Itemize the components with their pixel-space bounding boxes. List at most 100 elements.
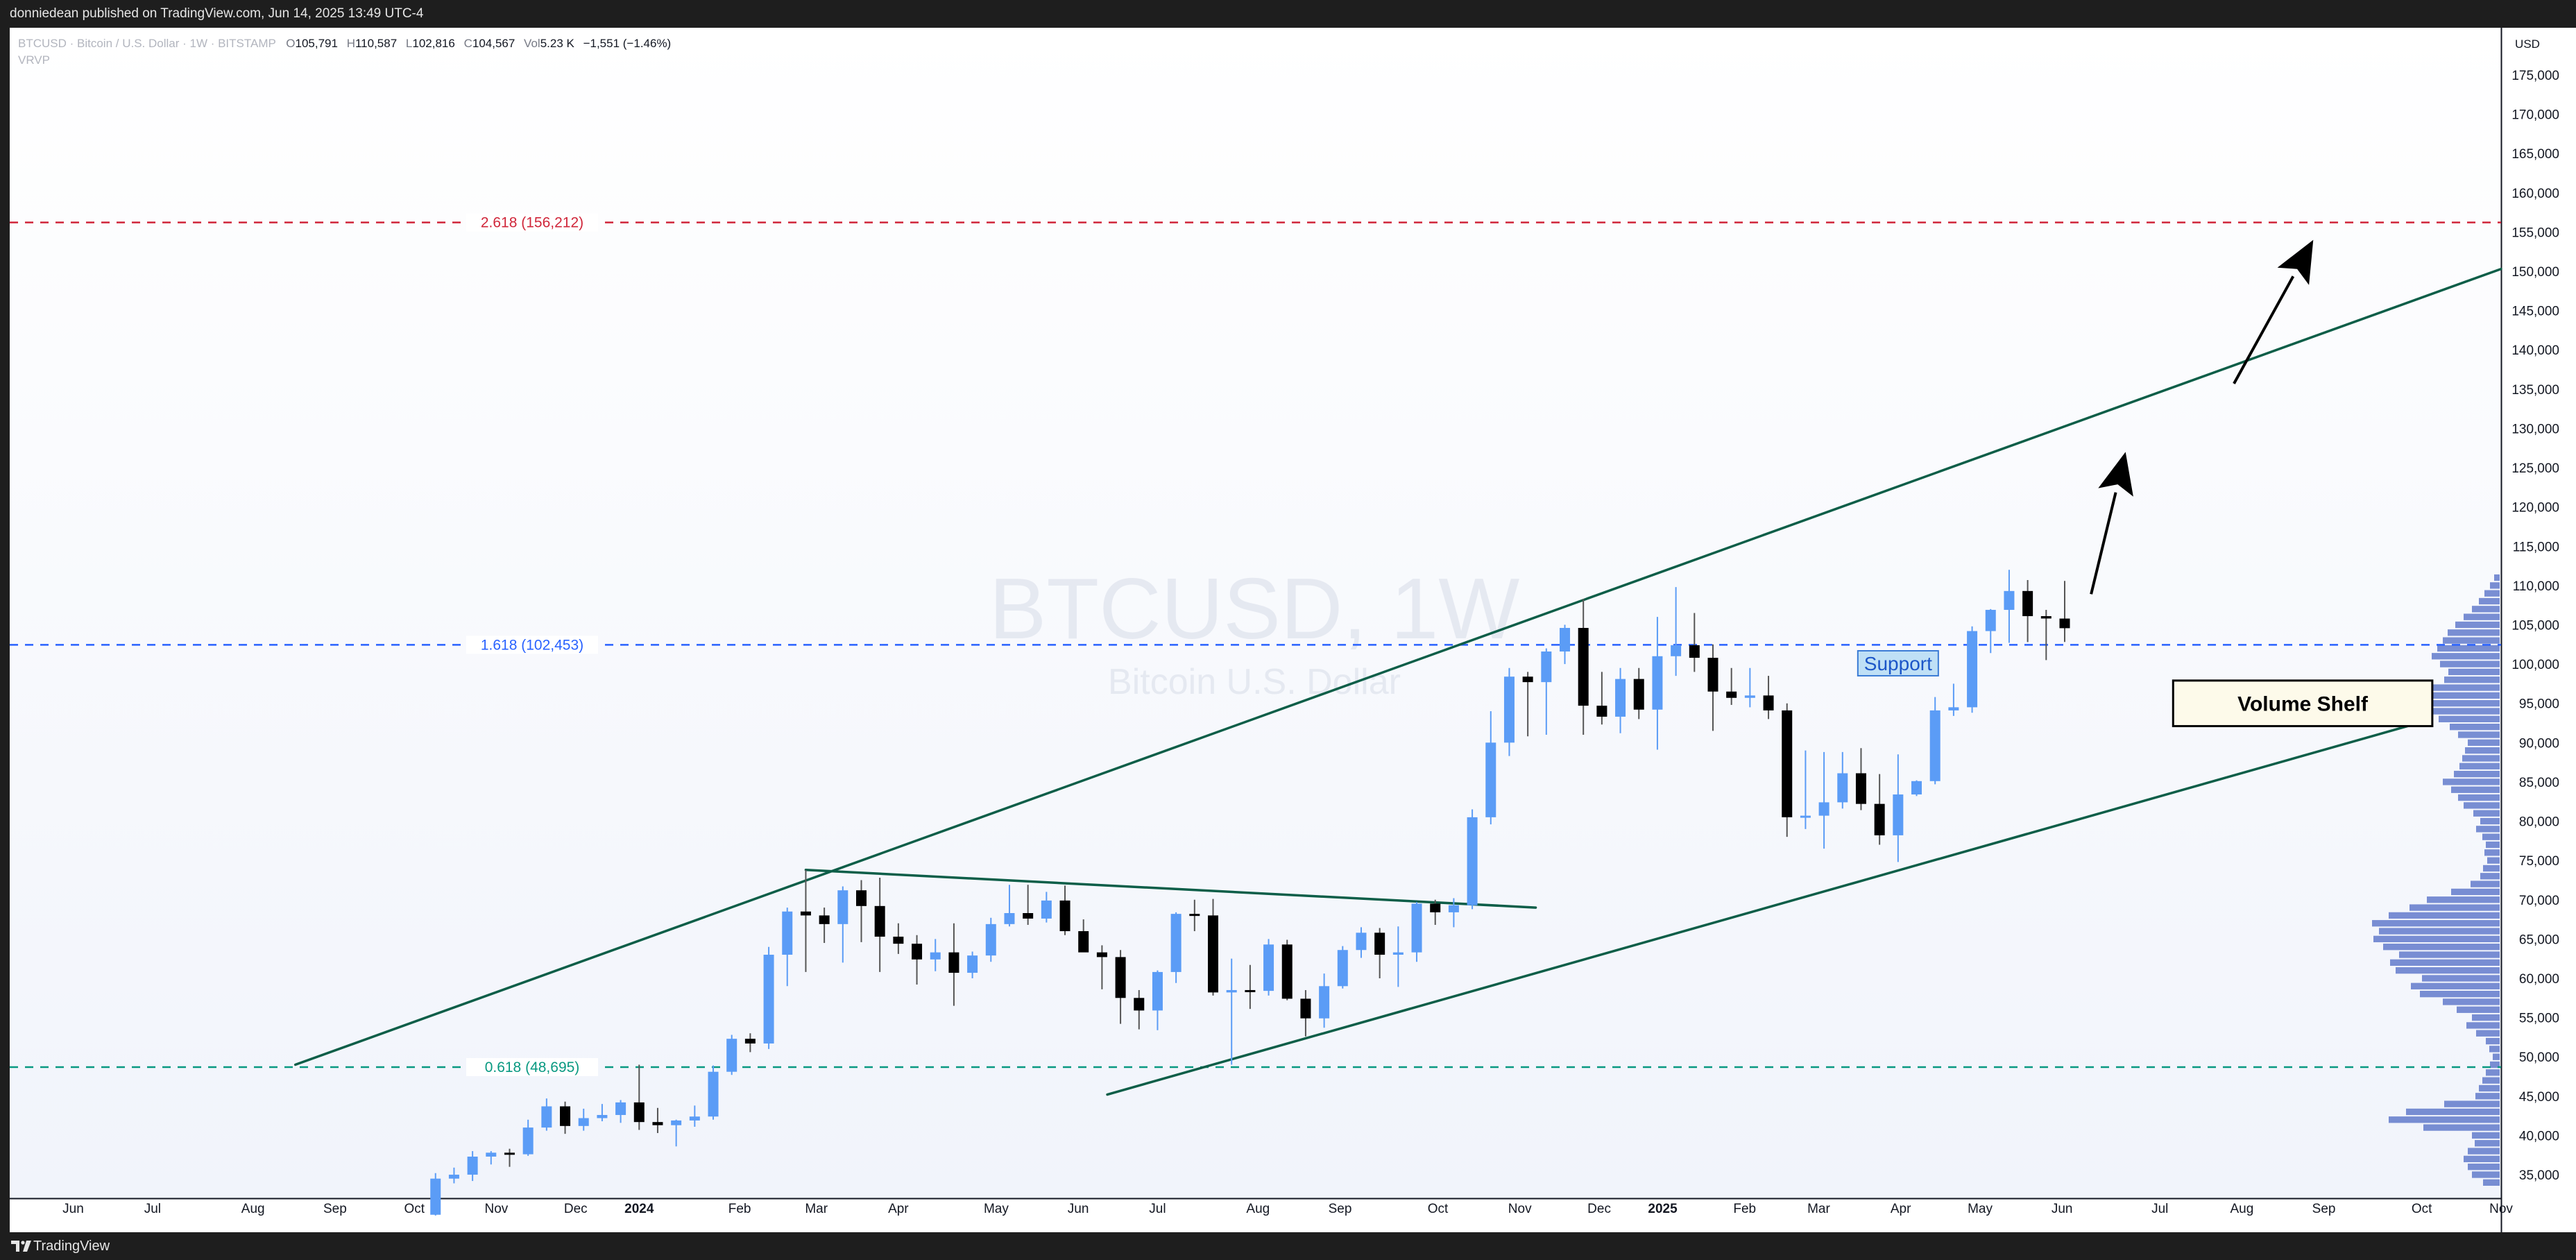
trendline-channel-bottom[interactable] (1106, 719, 2429, 1096)
candle[interactable] (1411, 902, 1422, 962)
candle[interactable] (1245, 964, 1256, 1010)
candle[interactable] (1337, 946, 1348, 989)
candle[interactable] (819, 908, 830, 944)
candle[interactable] (1726, 667, 1737, 705)
candle[interactable] (1948, 683, 1959, 716)
candle[interactable] (948, 923, 959, 1006)
candle[interactable] (2004, 570, 2015, 643)
candle[interactable] (800, 869, 811, 972)
candle[interactable] (1263, 939, 1274, 996)
candle[interactable] (1208, 899, 1219, 996)
price-chart[interactable]: BTCUSD, 1W Bitcoin U.S. Dollar 2.618 (15… (0, 28, 2576, 1232)
indicator-label[interactable]: VRVP (18, 53, 50, 67)
annotations[interactable]: Support Volume Shelf (1857, 239, 2434, 728)
candle[interactable] (1170, 912, 1182, 983)
candle[interactable] (2040, 609, 2052, 661)
volume-shelf-box[interactable] (2172, 679, 2434, 728)
candle[interactable] (1837, 751, 1848, 809)
candle[interactable] (1485, 711, 1496, 825)
candle[interactable] (1911, 780, 1922, 797)
candle[interactable] (1744, 667, 1755, 708)
candle[interactable] (467, 1151, 478, 1182)
candle[interactable] (893, 923, 904, 954)
candle[interactable] (1023, 885, 1034, 925)
candle[interactable] (837, 886, 848, 963)
candle[interactable] (522, 1119, 534, 1156)
candle[interactable] (1522, 672, 1533, 737)
candle[interactable] (1281, 939, 1293, 1001)
candle[interactable] (1430, 899, 1441, 925)
candle[interactable] (744, 1033, 756, 1053)
candle[interactable] (1985, 608, 1996, 654)
price-axis[interactable]: USD 35,000 40,000 45,000 50,000 55,000 60,000… (2511, 37, 2559, 1183)
candle[interactable] (1874, 774, 1885, 845)
candle[interactable] (1059, 885, 1071, 935)
candle[interactable] (1152, 970, 1163, 1030)
candle[interactable] (1652, 617, 1663, 750)
candle[interactable] (1096, 945, 1107, 989)
candle[interactable] (671, 1119, 682, 1147)
candle[interactable] (726, 1035, 737, 1075)
candle[interactable] (930, 939, 941, 971)
candle[interactable] (689, 1105, 700, 1127)
candle[interactable] (1633, 667, 1644, 720)
candle[interactable] (448, 1167, 459, 1184)
candle[interactable] (1818, 751, 1829, 849)
candle[interactable] (1782, 703, 1793, 837)
target-arrow-icon[interactable] (2233, 239, 2314, 384)
candle[interactable] (1004, 885, 1015, 927)
candle[interactable] (652, 1107, 663, 1134)
candle[interactable] (782, 908, 793, 987)
candle[interactable] (985, 917, 996, 962)
target-arrow-icon[interactable] (2090, 452, 2133, 595)
candle[interactable] (1967, 626, 1978, 713)
candle[interactable] (1041, 892, 1052, 923)
candle[interactable] (1671, 587, 1682, 676)
candle[interactable] (912, 935, 923, 985)
candle[interactable] (1929, 697, 1940, 785)
candle[interactable] (1800, 750, 1811, 829)
candle[interactable] (763, 946, 774, 1049)
candle[interactable] (2022, 579, 2033, 642)
candle[interactable] (1189, 899, 1200, 932)
candle[interactable] (967, 951, 978, 978)
candle[interactable] (1541, 648, 1552, 735)
candle[interactable] (615, 1100, 626, 1123)
candle[interactable] (708, 1065, 719, 1120)
chart-canvas[interactable]: BTCUSD, 1W Bitcoin U.S. Dollar 2.618 (15… (0, 28, 2576, 1232)
candle[interactable] (1560, 624, 1571, 665)
candle[interactable] (1596, 672, 1607, 725)
candle[interactable] (1893, 754, 1904, 862)
candle[interactable] (1578, 599, 1589, 735)
candle[interactable] (1226, 958, 1237, 1065)
candle[interactable] (1707, 644, 1718, 731)
candle[interactable] (504, 1148, 515, 1167)
candle[interactable] (1689, 613, 1700, 672)
candle[interactable] (1078, 919, 1089, 953)
candle[interactable] (1763, 676, 1774, 720)
candle[interactable] (633, 1064, 645, 1130)
trendline-triangle-top[interactable] (804, 868, 1537, 909)
candle[interactable] (855, 880, 867, 942)
candle[interactable] (874, 878, 885, 972)
candle[interactable] (1448, 898, 1459, 928)
candle[interactable] (1319, 973, 1330, 1028)
candle[interactable] (1300, 989, 1311, 1037)
candle[interactable] (2059, 581, 2070, 642)
candle[interactable] (486, 1151, 497, 1165)
time-axis[interactable]: Jun Jul Aug Sep Oct Nov Dec 2024 Feb Mar Apr May Jun… (62, 1202, 2513, 1216)
candle[interactable] (1134, 989, 1145, 1030)
candle[interactable] (1392, 926, 1404, 987)
candle[interactable] (578, 1108, 589, 1131)
candle[interactable] (1855, 748, 1866, 810)
candle[interactable] (541, 1098, 552, 1131)
candle[interactable] (1467, 809, 1478, 910)
candle[interactable] (430, 1173, 441, 1216)
candle[interactable] (1503, 667, 1515, 756)
candle[interactable] (597, 1104, 608, 1122)
candle[interactable] (1615, 667, 1626, 733)
candlesticks[interactable] (430, 570, 2070, 1216)
support-label-box[interactable] (1857, 649, 1939, 676)
candle[interactable] (1115, 950, 1126, 1024)
candle[interactable] (1374, 928, 1385, 978)
